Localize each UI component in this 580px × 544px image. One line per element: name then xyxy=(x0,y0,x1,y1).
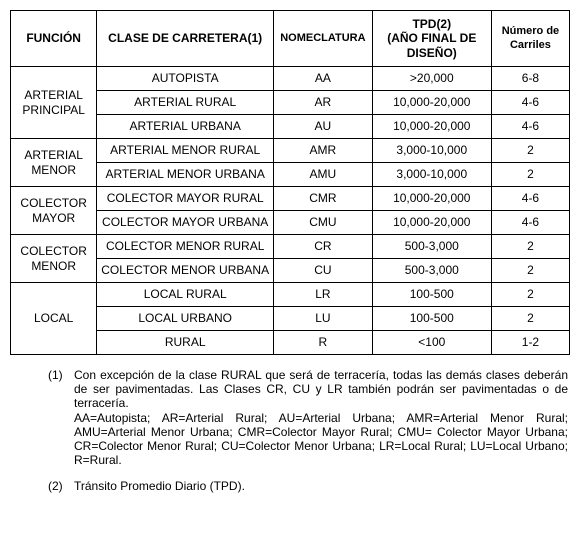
footnote-2: (2) Tránsito Promedio Diario (TPD). xyxy=(48,480,568,494)
header-funcion: FUNCIÓN xyxy=(11,11,97,67)
cell-clase: ARTERIAL RURAL xyxy=(97,91,274,115)
cell-nomeclatura: LU xyxy=(274,307,373,331)
cell-clase: LOCAL RURAL xyxy=(97,283,274,307)
cell-carriles: 2 xyxy=(491,283,569,307)
cell-nomeclatura: R xyxy=(274,331,373,355)
table-row: COLECTOR MENORCOLECTOR MENOR RURALCR500-… xyxy=(11,235,570,259)
cell-funcion: COLECTOR MENOR xyxy=(11,235,97,283)
footnote-1: (1) Con excepción de la clase RURAL que … xyxy=(48,369,568,468)
cell-clase: RURAL xyxy=(97,331,274,355)
cell-clase: COLECTOR MENOR RURAL xyxy=(97,235,274,259)
cell-clase: ARTERIAL URBANA xyxy=(97,115,274,139)
cell-tpd: 100-500 xyxy=(372,307,491,331)
cell-tpd: 100-500 xyxy=(372,283,491,307)
cell-funcion: ARTERIAL PRINCIPAL xyxy=(11,67,97,139)
table-row: LOCALLOCAL RURALLR100-5002 xyxy=(11,283,570,307)
cell-tpd: 3,000-10,000 xyxy=(372,163,491,187)
cell-tpd: 500-3,000 xyxy=(372,235,491,259)
footnote-1-abbreviations: AA=Autopista; AR=Arterial Rural; AU=Arte… xyxy=(74,412,568,467)
header-carriles: Número de Carriles xyxy=(491,11,569,67)
footnotes: (1) Con excepción de la clase RURAL que … xyxy=(48,369,568,493)
table-row: COLECTOR MAYORCOLECTOR MAYOR RURALCMR10,… xyxy=(11,187,570,211)
cell-carriles: 4-6 xyxy=(491,91,569,115)
cell-tpd: 10,000-20,000 xyxy=(372,91,491,115)
cell-nomeclatura: AA xyxy=(274,67,373,91)
cell-tpd: 10,000-20,000 xyxy=(372,115,491,139)
cell-nomeclatura: AU xyxy=(274,115,373,139)
cell-carriles: 2 xyxy=(491,307,569,331)
cell-nomeclatura: AR xyxy=(274,91,373,115)
footnote-1-number: (1) xyxy=(48,369,63,383)
cell-tpd: 500-3,000 xyxy=(372,259,491,283)
footnote-1-text: Con excepción de la clase RURAL que será… xyxy=(74,368,568,410)
table-header-row: FUNCIÓN CLASE DE CARRETERA(1) NOMECLATUR… xyxy=(11,11,570,67)
cell-funcion: LOCAL xyxy=(11,283,97,355)
cell-nomeclatura: LR xyxy=(274,283,373,307)
cell-funcion: ARTERIAL MENOR xyxy=(11,139,97,187)
cell-nomeclatura: AMU xyxy=(274,163,373,187)
table-row: ARTERIAL PRINCIPALAUTOPISTAAA>20,0006-8 xyxy=(11,67,570,91)
cell-clase: AUTOPISTA xyxy=(97,67,274,91)
cell-clase: ARTERIAL MENOR RURAL xyxy=(97,139,274,163)
cell-tpd: 10,000-20,000 xyxy=(372,211,491,235)
cell-tpd: 3,000-10,000 xyxy=(372,139,491,163)
cell-clase: COLECTOR MENOR URBANA xyxy=(97,259,274,283)
cell-clase: COLECTOR MAYOR URBANA xyxy=(97,211,274,235)
cell-nomeclatura: CMR xyxy=(274,187,373,211)
cell-nomeclatura: CU xyxy=(274,259,373,283)
cell-tpd: 10,000-20,000 xyxy=(372,187,491,211)
footnote-2-text: Tránsito Promedio Diario (TPD). xyxy=(74,479,245,493)
header-clase: CLASE DE CARRETERA(1) xyxy=(97,11,274,67)
footnote-2-number: (2) xyxy=(48,480,63,494)
cell-nomeclatura: CMU xyxy=(274,211,373,235)
cell-funcion: COLECTOR MAYOR xyxy=(11,187,97,235)
cell-clase: ARTERIAL MENOR URBANA xyxy=(97,163,274,187)
cell-clase: COLECTOR MAYOR RURAL xyxy=(97,187,274,211)
cell-carriles: 2 xyxy=(491,235,569,259)
cell-nomeclatura: AMR xyxy=(274,139,373,163)
cell-carriles: 4-6 xyxy=(491,115,569,139)
header-nomeclatura: NOMECLATURA xyxy=(274,11,373,67)
table-row: ARTERIAL MENORARTERIAL MENOR RURALAMR3,0… xyxy=(11,139,570,163)
cell-tpd: >20,000 xyxy=(372,67,491,91)
cell-carriles: 2 xyxy=(491,139,569,163)
cell-nomeclatura: CR xyxy=(274,235,373,259)
road-classification-table: FUNCIÓN CLASE DE CARRETERA(1) NOMECLATUR… xyxy=(10,10,570,355)
header-tpd: TPD(2) (AÑO FINAL DE DISEÑO) xyxy=(372,11,491,67)
cell-carriles: 4-6 xyxy=(491,187,569,211)
cell-carriles: 4-6 xyxy=(491,211,569,235)
cell-carriles: 6-8 xyxy=(491,67,569,91)
cell-clase: LOCAL URBANO xyxy=(97,307,274,331)
cell-carriles: 1-2 xyxy=(491,331,569,355)
cell-tpd: <100 xyxy=(372,331,491,355)
cell-carriles: 2 xyxy=(491,163,569,187)
cell-carriles: 2 xyxy=(491,259,569,283)
